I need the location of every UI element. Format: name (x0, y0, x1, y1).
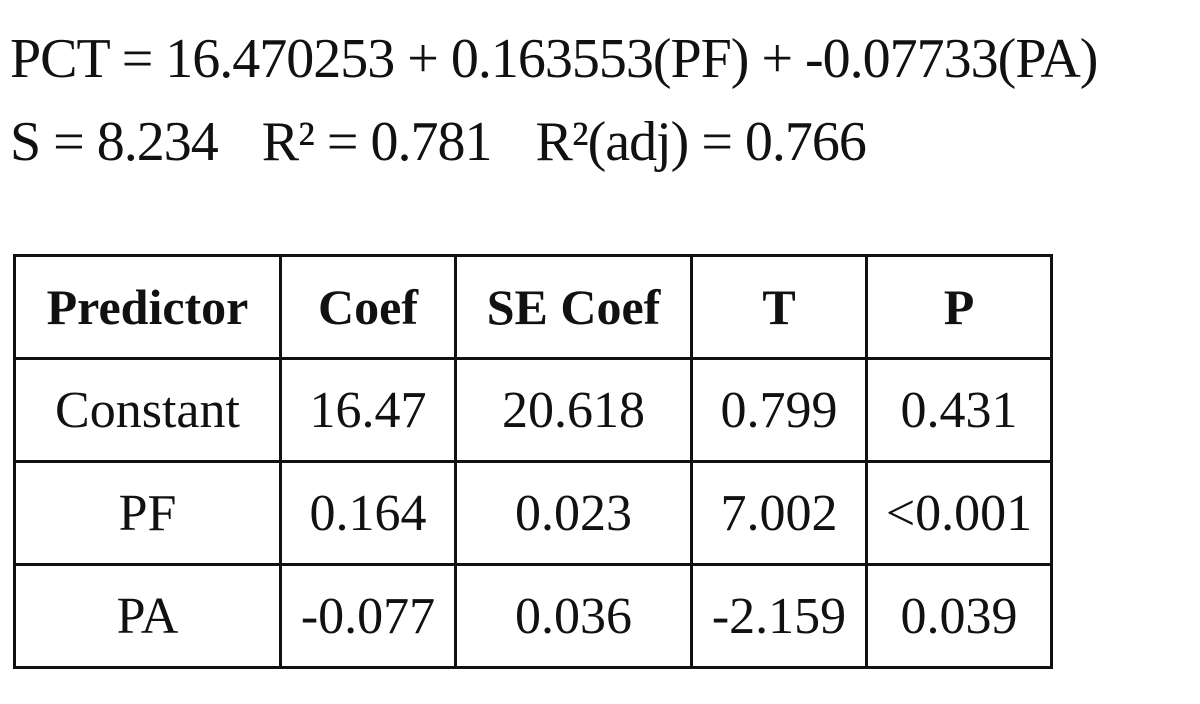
coef-cell: 0.164 (279, 460, 457, 566)
t-cell: -2.159 (690, 563, 868, 669)
table-row: Constant 16.47 20.618 0.799 0.431 (13, 357, 1053, 463)
p-cell: 0.039 (865, 563, 1053, 669)
predictor-cell: Constant (13, 357, 282, 463)
header-predictor: Predictor (13, 254, 282, 360)
header-t: T (690, 254, 868, 360)
p-cell: 0.431 (865, 357, 1053, 463)
coefficient-table: Predictor Coef SE Coef T P Constant 16.4… (13, 254, 1053, 669)
stat-r-squared: R² = 0.781 (261, 111, 493, 173)
coef-cell: -0.077 (279, 563, 457, 669)
t-cell: 7.002 (690, 460, 868, 566)
table-row: PF 0.164 0.023 7.002 <0.001 (13, 460, 1053, 566)
se-coef-cell: 0.036 (454, 563, 693, 669)
model-stats: S = 8.234 R² = 0.781 R²(adj) = 0.766 (10, 107, 867, 177)
stat-s: S = 8.234 (10, 111, 219, 173)
predictor-cell: PA (13, 563, 282, 669)
coef-cell: 16.47 (279, 357, 457, 463)
table-row: PA -0.077 0.036 -2.159 0.039 (13, 563, 1053, 669)
p-cell: <0.001 (865, 460, 1053, 566)
header-p: P (865, 254, 1053, 360)
stat-r-squared-adj: R²(adj) = 0.766 (535, 111, 866, 173)
se-coef-cell: 20.618 (454, 357, 693, 463)
se-coef-cell: 0.023 (454, 460, 693, 566)
header-se-coef: SE Coef (454, 254, 693, 360)
regression-equation: PCT = 16.470253 + 0.163553(PF) + -0.0773… (10, 28, 1098, 90)
table-header-row: Predictor Coef SE Coef T P (13, 254, 1053, 360)
header-coef: Coef (279, 254, 457, 360)
predictor-cell: PF (13, 460, 282, 566)
t-cell: 0.799 (690, 357, 868, 463)
